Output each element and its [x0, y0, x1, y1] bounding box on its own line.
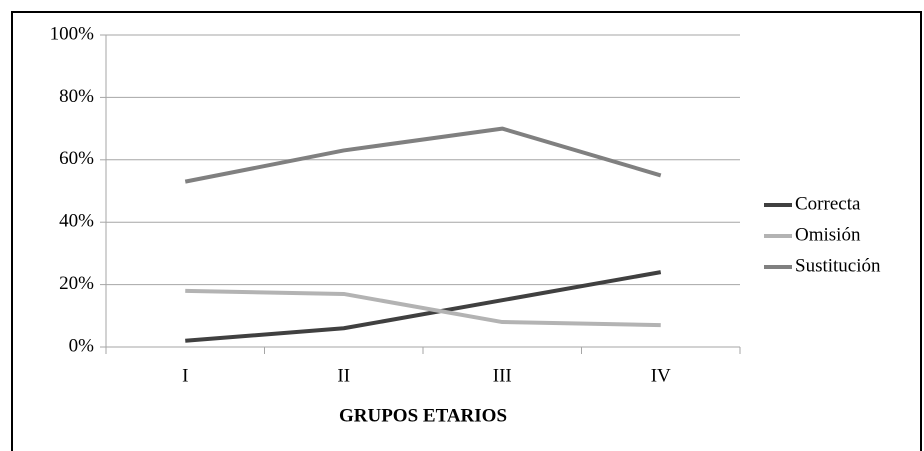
y-tick-label: 0% — [69, 335, 95, 356]
frame — [11, 11, 922, 451]
y-tick-label: 40% — [59, 211, 94, 232]
x-tick-label: I — [182, 365, 188, 386]
series-line — [184, 126, 662, 184]
y-tick-label: 100% — [50, 23, 95, 44]
series-line — [185, 288, 661, 328]
x-axis-title: GRUPOS ETARIOS — [339, 405, 507, 426]
legend-label: Sustitución — [795, 255, 881, 276]
legend-label: Correcta — [795, 193, 861, 214]
y-tick-label: 80% — [59, 86, 94, 107]
series-line — [185, 270, 662, 343]
x-tick-label: IV — [651, 365, 671, 386]
y-tick-label: 60% — [59, 148, 94, 169]
y-tick-label: 20% — [59, 273, 94, 294]
legend-label: Omisión — [795, 224, 861, 245]
x-tick-label: II — [337, 365, 350, 386]
x-tick-label: III — [493, 365, 512, 386]
